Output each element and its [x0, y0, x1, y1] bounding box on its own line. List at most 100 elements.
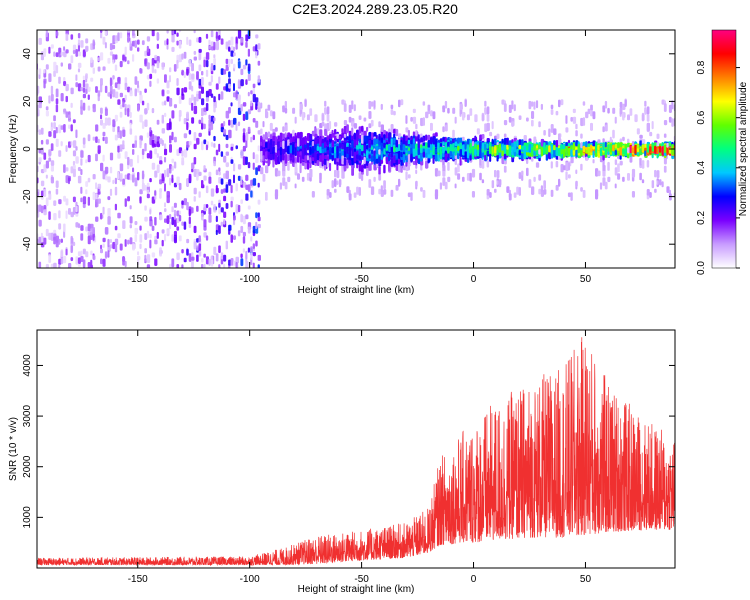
y-tick-label: -20 [22, 189, 33, 204]
heatmap-cell [114, 238, 119, 246]
heatmap-cell [198, 64, 202, 71]
heatmap-cell [334, 129, 337, 135]
heatmap-cell [607, 144, 610, 152]
heatmap-cell [213, 161, 216, 167]
heatmap-cell [208, 81, 212, 86]
heatmap-cell [63, 255, 67, 264]
heatmap-cell [75, 129, 78, 139]
heatmap-cell [230, 102, 233, 107]
heatmap-cell [430, 123, 433, 131]
heatmap-cell [639, 157, 642, 166]
heatmap-cell [203, 139, 207, 145]
heatmap-cell [380, 124, 384, 132]
heatmap-cell [191, 207, 194, 214]
heatmap-cell [508, 148, 512, 157]
heatmap-cell [205, 144, 208, 151]
heatmap-cell [641, 160, 645, 169]
heatmap-cell [80, 169, 83, 176]
heatmap-cell [198, 53, 201, 61]
heatmap-cell [550, 109, 554, 115]
heatmap-cell [188, 97, 192, 106]
heatmap-cell [631, 191, 635, 198]
heatmap-cell [378, 166, 381, 175]
heatmap-cell [617, 173, 621, 180]
heatmap-cell [242, 248, 245, 253]
heatmap-cell [590, 104, 593, 111]
heatmap-cell [343, 126, 347, 135]
heatmap-cell [412, 108, 416, 114]
heatmap-cell [272, 141, 275, 147]
colorbar-tick-label: 0.8 [696, 60, 707, 74]
heatmap-cell [274, 127, 278, 132]
heatmap-cell [666, 142, 669, 148]
heatmap-cell [144, 50, 148, 57]
heatmap-cell [279, 132, 283, 141]
heatmap-cell [205, 256, 209, 265]
heatmap-cell [649, 192, 652, 198]
heatmap-cell [48, 131, 52, 137]
heatmap-cell [183, 133, 188, 139]
heatmap-cell [77, 175, 82, 184]
heatmap-cell [602, 164, 606, 173]
heatmap-cell [65, 210, 68, 219]
heatmap-cell [85, 251, 89, 258]
heatmap-cell [535, 100, 539, 109]
heatmap-cell [358, 164, 362, 172]
heatmap-cell [624, 148, 628, 157]
heatmap-cell [407, 139, 411, 145]
heatmap-cell [277, 170, 281, 177]
heatmap-cell [553, 145, 556, 151]
heatmap-cell [624, 144, 628, 149]
heatmap-cell [137, 154, 140, 164]
heatmap-cell [341, 132, 345, 138]
heatmap-cell [55, 239, 59, 248]
heatmap-cell [368, 111, 372, 119]
heatmap-cell [132, 243, 135, 251]
heatmap-cell [550, 161, 553, 169]
heatmap-cell [129, 237, 133, 245]
heatmap-cell [481, 114, 485, 121]
heatmap-cell [671, 118, 674, 127]
heatmap-cell [48, 149, 52, 156]
heatmap-cell [267, 140, 270, 150]
heatmap-cell [577, 144, 581, 153]
heatmap-cell [141, 170, 145, 180]
heatmap-cell [294, 138, 298, 144]
heatmap-cell [80, 225, 84, 231]
heatmap-cell [560, 99, 564, 106]
heatmap-cell [203, 253, 206, 258]
heatmap-cell [491, 180, 495, 189]
heatmap-cell [297, 173, 300, 180]
heatmap-cell [60, 249, 64, 258]
heatmap-cell [169, 214, 172, 220]
heatmap-cell [277, 135, 281, 140]
heatmap-cell [40, 205, 44, 214]
heatmap-cell [80, 99, 83, 109]
heatmap-cell [183, 51, 187, 59]
heatmap-cell [122, 140, 125, 149]
heatmap-cell [218, 35, 221, 40]
heatmap-cell [306, 142, 309, 151]
heatmap-cell [378, 156, 381, 163]
heatmap-cell [452, 143, 456, 150]
heatmap-cell [109, 77, 112, 87]
heatmap-cell [53, 115, 56, 122]
heatmap-cell [100, 30, 103, 33]
heatmap-cell [132, 174, 135, 183]
heatmap-cell [378, 121, 381, 128]
heatmap-cell [191, 117, 195, 124]
heatmap-cell [380, 103, 383, 110]
heatmap-cell [233, 235, 236, 240]
heatmap-cell [260, 128, 263, 135]
heatmap-cell [201, 98, 205, 106]
heatmap-cell [306, 173, 310, 181]
heatmap-cell [341, 155, 345, 165]
heatmap-cell [356, 159, 359, 166]
heatmap-cell [656, 133, 660, 139]
heatmap-cell [289, 153, 293, 158]
heatmap-cell [230, 184, 233, 194]
heatmap-cell [341, 170, 345, 179]
heatmap-cell [124, 260, 127, 268]
heatmap-cell [366, 167, 369, 177]
heatmap-cell [301, 161, 306, 166]
